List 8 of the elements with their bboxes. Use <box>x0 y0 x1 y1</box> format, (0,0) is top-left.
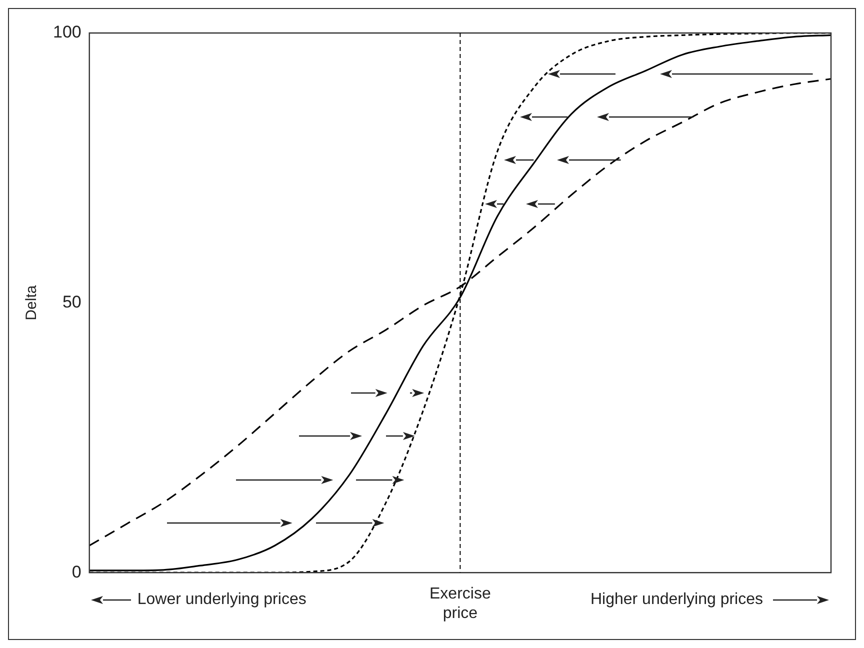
y-tick-label: 100 <box>52 22 82 42</box>
figure-frame: Delta Exercise price 0 50 100 Lower underlying prices Higher underlying prices <box>8 8 856 640</box>
y-axis-title: Delta <box>23 284 40 320</box>
text: Higher underlying prices <box>590 591 763 608</box>
y-tick-label: 0 <box>72 562 82 582</box>
x-tick-label: Exercise price <box>430 586 491 622</box>
text: Lower underlying prices <box>137 591 306 608</box>
y-tick-label: 50 <box>62 292 82 312</box>
